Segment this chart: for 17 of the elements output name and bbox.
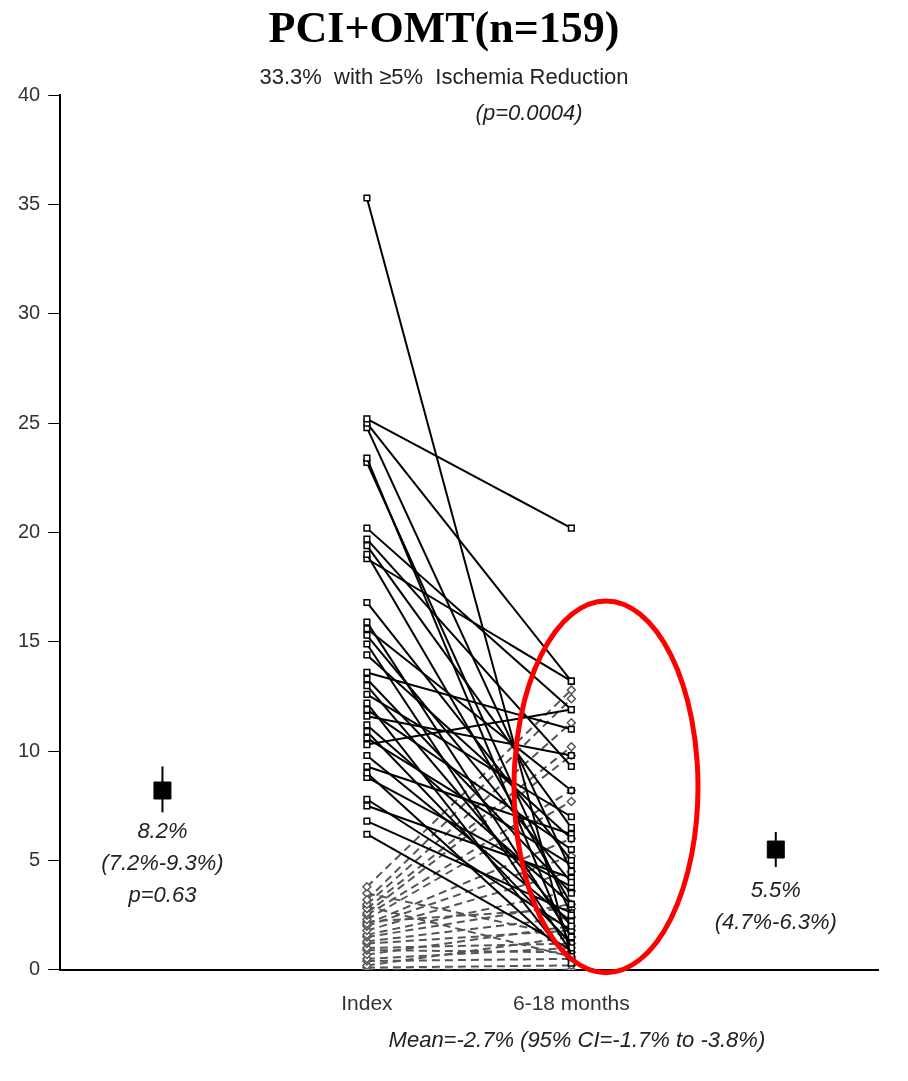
- data-label: 8.2% (7.2%-9.3%) p=0.63: [101, 817, 224, 907]
- chart-subtitle: 33.3% with ≥5% Ischemia Reduction: [259, 64, 629, 90]
- y-tick-label: 5: [29, 847, 41, 870]
- y-tick-label: 0: [29, 957, 41, 980]
- y-tick-label: 20: [18, 520, 41, 543]
- y-tick-label: 25: [18, 410, 41, 433]
- y-tick-label: 40: [18, 82, 41, 105]
- y-tick-label: 35: [18, 192, 41, 215]
- data-label: 5.5% (4.7%-6.3%): [714, 876, 837, 934]
- text: Mean=-2.7% (95% CI=-1.7% to -3.8%): [388, 1026, 766, 1052]
- y-tick-label: 10: [18, 738, 41, 761]
- y-tick-label: 30: [18, 301, 41, 324]
- chart-title: PCI+OMT(n=159): [268, 2, 620, 52]
- x-tick-label: 6-18 months: [512, 991, 630, 1015]
- y-tick-label: 15: [18, 629, 41, 652]
- annotation: (p=0.0004): [475, 100, 583, 126]
- x-tick-label: Index: [341, 991, 394, 1015]
